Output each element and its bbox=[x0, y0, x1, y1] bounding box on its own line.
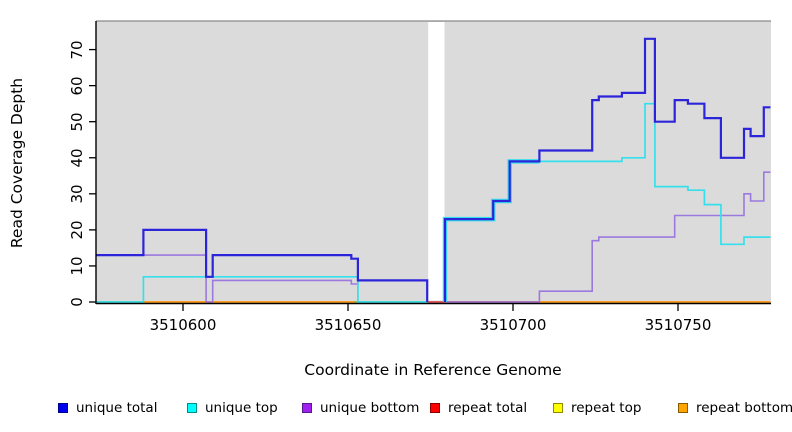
legend-item-repeat-bottom: repeat bottom bbox=[678, 400, 792, 416]
legend-item-unique-top: unique top bbox=[187, 400, 278, 416]
series-unique-bottom bbox=[445, 171, 771, 303]
legend-swatch-unique-top bbox=[187, 403, 197, 413]
no-data-gap-band bbox=[428, 22, 445, 301]
legend-swatch-repeat-bottom bbox=[678, 403, 688, 413]
legend-swatch-repeat-total bbox=[430, 403, 440, 413]
series-unique-total bbox=[95, 228, 429, 302]
y-tick-label: 40 bbox=[68, 148, 86, 168]
y-tick-label: 50 bbox=[68, 112, 86, 132]
legend-label: repeat total bbox=[448, 400, 528, 416]
x-axis-title: Coordinate in Reference Genome bbox=[304, 361, 562, 379]
series-unique-total bbox=[443, 37, 771, 302]
legend-label: unique total bbox=[76, 400, 158, 416]
legend-label: unique top bbox=[205, 400, 278, 416]
legend-swatch-unique-bottom bbox=[302, 403, 312, 413]
y-tick-label: 10 bbox=[68, 256, 86, 276]
legend-item-repeat-top: repeat top bbox=[553, 400, 641, 416]
legend-item-unique-bottom: unique bottom bbox=[302, 400, 419, 416]
legend-label: repeat top bbox=[571, 400, 642, 416]
legend-label: repeat bottom bbox=[696, 400, 792, 416]
y-tick-label: 70 bbox=[68, 40, 86, 60]
y-tick-label: 0 bbox=[68, 297, 86, 307]
legend-item-repeat-total: repeat total bbox=[430, 400, 527, 416]
x-tick-label: 3510700 bbox=[479, 316, 547, 334]
x-tick-label: 3510650 bbox=[314, 316, 382, 334]
legend-swatch-repeat-top bbox=[553, 403, 563, 413]
x-tick-label: 3510600 bbox=[149, 316, 217, 334]
legend-item-unique-total: unique total bbox=[58, 400, 157, 416]
y-tick-label: 20 bbox=[68, 220, 86, 240]
x-tick-label: 3510750 bbox=[644, 316, 712, 334]
legend-swatch-unique-total bbox=[58, 403, 68, 413]
legend-label: unique bottom bbox=[320, 400, 420, 416]
y-tick-label: 60 bbox=[68, 76, 86, 96]
y-tick-label: 30 bbox=[68, 184, 86, 204]
y-axis-title: Read Coverage Depth bbox=[8, 77, 26, 249]
series-unique-top bbox=[95, 275, 428, 303]
